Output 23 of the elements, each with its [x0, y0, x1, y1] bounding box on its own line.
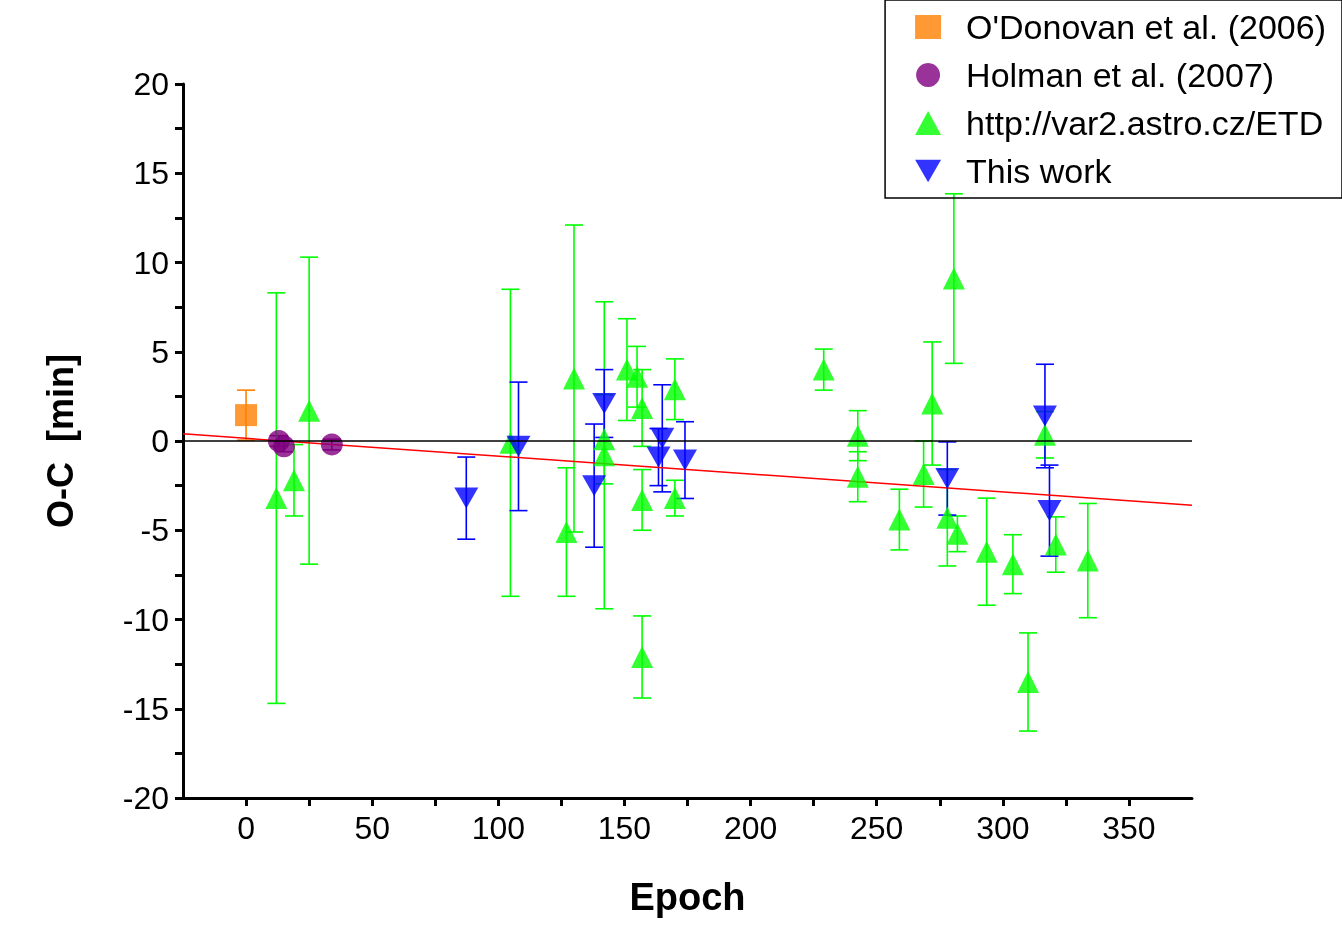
y-tick-label: 15 — [133, 155, 169, 192]
x-tick-label: 200 — [723, 810, 778, 846]
y-tick-label: -15 — [122, 690, 169, 727]
y-tick-label: 5 — [151, 333, 169, 370]
x-tick-label: 250 — [849, 810, 904, 846]
x-tick-label: 300 — [976, 810, 1030, 846]
y-tick-label: 20 — [133, 66, 169, 102]
y-tick-label: -10 — [122, 601, 169, 638]
legend-label: Holman et al. (2007) — [966, 56, 1275, 94]
x-tick-label: 0 — [237, 810, 255, 846]
legend-label: http://var2.astro.cz/ETD — [966, 104, 1324, 142]
y-axis-title: O-C [min] — [39, 354, 81, 528]
x-tick-label: 100 — [471, 810, 526, 846]
x-tick-label: 350 — [1102, 810, 1156, 846]
y-tick-label: 0 — [151, 423, 169, 459]
y-tick-label: -5 — [140, 512, 169, 549]
x-axis-title: Epoch — [629, 876, 746, 918]
legend-label: This work — [966, 152, 1113, 190]
y-tick-label: -20 — [122, 780, 169, 816]
x-tick-label: 150 — [597, 810, 652, 846]
y-tick-label: 10 — [133, 244, 169, 281]
legend-label: O'Donovan et al. (2006) — [966, 8, 1326, 46]
x-tick-label: 50 — [354, 810, 390, 846]
